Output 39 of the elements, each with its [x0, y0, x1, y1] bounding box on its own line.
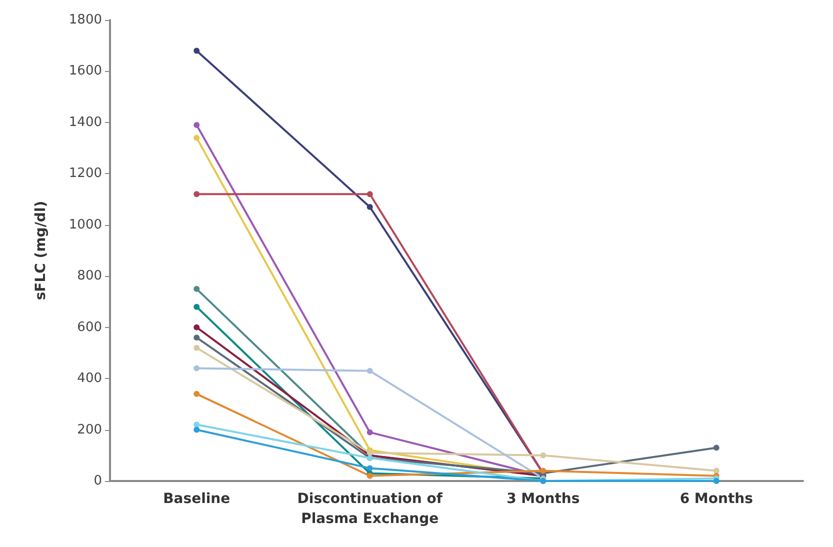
point — [194, 426, 200, 433]
point — [194, 304, 200, 310]
y-tick-label: 1200 — [68, 166, 102, 182]
x-tick-label: 6 Months — [680, 491, 753, 507]
point — [366, 204, 373, 210]
y-tick-label: 1600 — [68, 64, 102, 79]
point — [713, 468, 720, 474]
point — [366, 465, 373, 472]
point — [194, 365, 200, 372]
point — [194, 334, 200, 341]
point — [194, 422, 200, 428]
y-tick-label: 400 — [77, 371, 102, 386]
point — [713, 444, 720, 451]
y-tick-label: 1000 — [68, 217, 102, 232]
y-tick-label: 1400 — [68, 114, 102, 130]
point — [713, 478, 720, 484]
point — [540, 468, 546, 474]
point — [194, 48, 200, 54]
y-tick-label: 200 — [77, 422, 102, 438]
point — [366, 472, 373, 479]
point — [366, 191, 373, 198]
point — [194, 122, 200, 128]
point — [194, 390, 200, 397]
point — [194, 344, 200, 351]
y-tick-label: 1800 — [68, 12, 102, 28]
point — [194, 286, 200, 292]
x-tick-label: 3 Months — [506, 491, 580, 507]
point — [194, 191, 200, 198]
y-tick-label: 0 — [94, 474, 102, 488]
point — [540, 452, 546, 458]
point — [194, 324, 200, 330]
y-tick-label: 600 — [77, 320, 102, 335]
y-axis-title: sFLC (mg/dl) — [33, 200, 49, 300]
point — [194, 134, 200, 141]
point — [366, 429, 373, 436]
x-tick-label: Discontinuation of Plasma Exchange — [297, 491, 444, 527]
point — [366, 368, 373, 374]
x-tick-label: Baseline — [163, 491, 230, 507]
y-tick-label: 800 — [77, 268, 102, 284]
